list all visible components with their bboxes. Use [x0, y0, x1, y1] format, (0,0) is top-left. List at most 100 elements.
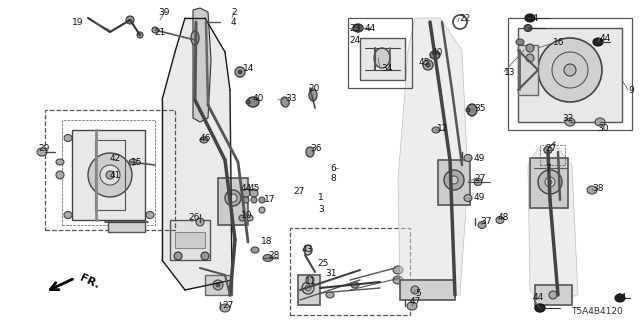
Text: 14: 14: [243, 63, 254, 73]
Circle shape: [225, 190, 241, 206]
Text: 5: 5: [415, 289, 420, 298]
Ellipse shape: [535, 304, 545, 312]
Text: 31: 31: [325, 269, 337, 278]
Circle shape: [305, 285, 311, 291]
Text: T5A4B4120: T5A4B4120: [571, 308, 623, 316]
Ellipse shape: [423, 60, 433, 70]
Text: 27: 27: [294, 188, 305, 196]
Ellipse shape: [309, 89, 317, 101]
Text: 49: 49: [474, 194, 485, 203]
Text: 38: 38: [592, 183, 604, 193]
Ellipse shape: [496, 217, 504, 223]
Polygon shape: [193, 8, 211, 122]
Circle shape: [564, 64, 576, 76]
Ellipse shape: [239, 215, 245, 221]
Circle shape: [88, 153, 132, 197]
Bar: [170, 220, 210, 260]
Ellipse shape: [464, 155, 472, 162]
Circle shape: [302, 282, 314, 294]
Circle shape: [538, 38, 602, 102]
Circle shape: [548, 180, 552, 184]
Circle shape: [238, 70, 242, 74]
Ellipse shape: [526, 54, 534, 62]
Ellipse shape: [243, 197, 249, 203]
Text: 13: 13: [504, 68, 515, 76]
Ellipse shape: [516, 39, 524, 45]
Bar: [72, 130, 145, 220]
Bar: [218, 178, 248, 225]
Text: 25: 25: [317, 260, 328, 268]
Text: 9: 9: [628, 85, 634, 94]
Text: 29: 29: [38, 143, 49, 153]
Circle shape: [426, 63, 430, 67]
Circle shape: [444, 170, 464, 190]
Text: 44: 44: [528, 13, 540, 22]
Text: 7: 7: [545, 164, 551, 172]
Text: 32: 32: [562, 114, 573, 123]
Text: 26: 26: [188, 213, 200, 222]
Text: FR.: FR.: [78, 273, 101, 291]
Ellipse shape: [146, 212, 154, 219]
Circle shape: [216, 283, 220, 287]
Text: 16: 16: [553, 37, 564, 46]
Ellipse shape: [64, 212, 72, 219]
Bar: [62, 120, 155, 225]
Ellipse shape: [407, 302, 417, 310]
Ellipse shape: [587, 186, 597, 194]
Text: 30: 30: [597, 124, 609, 132]
Ellipse shape: [351, 282, 359, 288]
Text: 22: 22: [459, 13, 470, 22]
Text: 28: 28: [268, 252, 280, 260]
Ellipse shape: [393, 276, 403, 284]
Text: 46: 46: [200, 133, 211, 142]
Bar: [298, 275, 320, 305]
Text: 35: 35: [474, 103, 486, 113]
Text: 3: 3: [318, 205, 324, 214]
Text: 1: 1: [318, 194, 324, 203]
Bar: [518, 45, 538, 95]
Circle shape: [450, 176, 458, 184]
Ellipse shape: [544, 147, 552, 154]
Text: 34: 34: [381, 63, 392, 73]
Ellipse shape: [281, 97, 289, 107]
Text: 24: 24: [349, 36, 360, 44]
Bar: [508, 18, 632, 130]
Ellipse shape: [526, 44, 534, 52]
Ellipse shape: [565, 118, 575, 126]
Circle shape: [174, 252, 182, 260]
Ellipse shape: [525, 14, 535, 22]
Circle shape: [196, 218, 204, 226]
Ellipse shape: [251, 197, 257, 203]
Ellipse shape: [544, 147, 552, 154]
Ellipse shape: [467, 104, 477, 116]
Bar: [175, 232, 205, 248]
Ellipse shape: [615, 294, 625, 302]
Ellipse shape: [56, 171, 64, 179]
Ellipse shape: [247, 215, 253, 221]
Text: 20: 20: [308, 84, 319, 92]
Text: 21: 21: [154, 28, 165, 36]
Circle shape: [152, 27, 158, 33]
Text: 12: 12: [437, 124, 449, 132]
Ellipse shape: [524, 25, 532, 31]
Ellipse shape: [64, 134, 72, 141]
Bar: [108, 222, 145, 232]
Bar: [540, 145, 565, 165]
Text: 44: 44: [365, 23, 376, 33]
Ellipse shape: [393, 266, 403, 274]
Circle shape: [229, 194, 237, 202]
Text: 15: 15: [131, 157, 143, 166]
Bar: [438, 160, 470, 205]
Ellipse shape: [478, 221, 486, 228]
Ellipse shape: [430, 51, 440, 59]
Bar: [360, 38, 405, 80]
Ellipse shape: [263, 254, 273, 261]
Bar: [530, 158, 568, 208]
Polygon shape: [528, 148, 578, 305]
Ellipse shape: [432, 127, 440, 133]
Text: 36: 36: [310, 143, 321, 153]
Text: 44: 44: [600, 34, 611, 43]
Ellipse shape: [353, 24, 363, 32]
Text: 40: 40: [432, 47, 444, 57]
Ellipse shape: [129, 159, 137, 165]
